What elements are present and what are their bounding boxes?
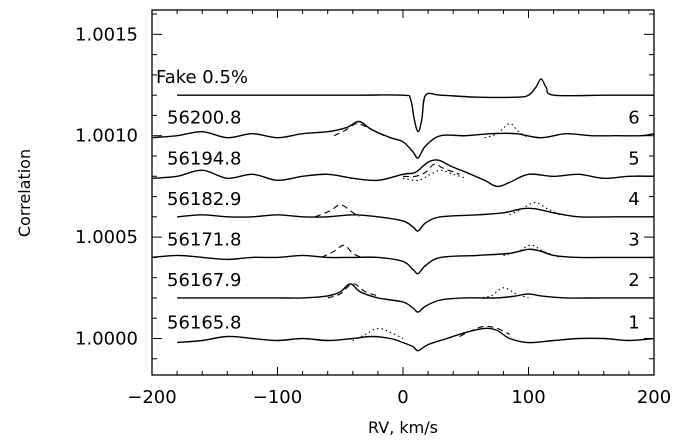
series-name-label: 56194.8	[167, 148, 241, 169]
series-dashed-line	[321, 244, 362, 258]
series-name-label: 56182.9	[167, 189, 241, 210]
series-number-label: 4	[628, 189, 639, 210]
series-line	[151, 248, 654, 275]
series-line	[151, 159, 655, 188]
series-number-label: 1	[628, 313, 639, 334]
y-tick-label: 1.0005	[75, 227, 138, 248]
series-name-label: 56171.8	[167, 229, 241, 250]
series-name-label: 56200.8	[167, 108, 241, 129]
series-line	[177, 283, 654, 313]
series-dotted-line	[402, 169, 466, 181]
y-axis-label: Correlation	[15, 149, 34, 237]
axis-ticks: −200 −100 0 100 200 1.0000 1.0005 1.0010 1.0015	[75, 10, 671, 408]
series-number-label: 6	[628, 108, 639, 129]
series-dashed-line	[314, 204, 360, 218]
series-dashed-line	[402, 163, 460, 178]
curves	[151, 78, 655, 352]
series-name-label: 56165.8	[167, 313, 241, 334]
series-line	[177, 78, 654, 133]
series-dotted-line	[509, 202, 561, 216]
series-dotted-line	[352, 327, 404, 341]
series-dashed-line	[459, 325, 510, 337]
series-number-label: 5	[628, 148, 639, 169]
series-line	[177, 207, 654, 232]
series-dashed-line	[333, 123, 385, 137]
series-dotted-line	[478, 287, 529, 299]
y-tick-label: 1.0010	[75, 126, 138, 147]
series-dotted-line	[484, 123, 529, 139]
x-tick-label: −100	[253, 387, 302, 408]
x-tick-label: 200	[637, 387, 671, 408]
series-number-label: 3	[628, 229, 639, 250]
x-tick-label: 0	[397, 387, 408, 408]
x-tick-label: −200	[127, 387, 176, 408]
series-line	[177, 327, 655, 352]
series-number-label: 2	[628, 270, 639, 291]
series-name-label: Fake 0.5%	[156, 67, 248, 88]
x-tick-label: 100	[511, 387, 545, 408]
y-tick-label: 1.0015	[75, 24, 138, 45]
curve-labels: Fake 0.5% 56200.8 6 56194.8 5 56182.9 4 56171.8…	[156, 67, 640, 333]
y-tick-label: 1.0000	[75, 329, 138, 350]
series-line	[151, 120, 655, 159]
series-name-label: 56167.9	[167, 270, 241, 291]
x-axis-label: RV, km/s	[368, 418, 438, 437]
